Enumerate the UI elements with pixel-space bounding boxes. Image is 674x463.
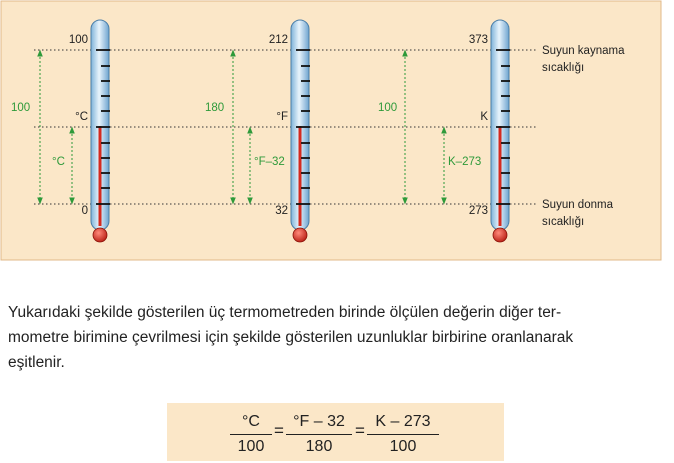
celsius-bottom-value: 0 <box>82 205 88 217</box>
paragraph-line-2: mometre birimine çevrilmesi için şekilde… <box>8 329 574 346</box>
equals-sign-2: = <box>355 421 365 440</box>
fraction-celsius-denominator: 100 <box>230 434 272 456</box>
kelvin-partial-label: K–273 <box>448 156 481 168</box>
paragraph-line-3: eşitlenir. <box>8 354 65 371</box>
fahrenheit-bottom-value: 32 <box>275 205 288 217</box>
celsius-span-label: 100 <box>11 102 30 114</box>
fahrenheit-partial-label: °F–32 <box>254 156 285 168</box>
freezing-label-line2: sıcaklığı <box>542 216 584 228</box>
celsius-top-value: 100 <box>69 34 88 46</box>
fraction-kelvin: K – 273 100 <box>367 403 439 456</box>
kelvin-bottom-value: 273 <box>469 205 488 217</box>
kelvin-thermometer <box>490 19 510 243</box>
boiling-label-line2: sıcaklığı <box>542 62 584 74</box>
explanation-paragraph: Yukarıdaki şekilde gösterilen üç termome… <box>8 300 668 375</box>
celsius-partial-label: °C <box>52 156 65 168</box>
equals-sign-1: = <box>274 421 284 440</box>
fahrenheit-unit: °F <box>276 111 288 123</box>
fahrenheit-thermometer <box>290 19 310 243</box>
fraction-celsius-numerator: °C <box>242 413 260 430</box>
fahrenheit-span-label: 180 <box>205 102 224 114</box>
kelvin-unit: K <box>480 111 488 123</box>
celsius-unit: °C <box>75 111 88 123</box>
fahrenheit-top-value: 212 <box>269 34 288 46</box>
fraction-kelvin-denominator: 100 <box>367 434 439 456</box>
fraction-kelvin-numerator: K – 273 <box>375 413 431 430</box>
fraction-fahrenheit-denominator: 180 <box>286 434 352 456</box>
kelvin-top-value: 373 <box>469 34 488 46</box>
freezing-label-line1: Suyun donma <box>542 199 614 211</box>
fraction-fahrenheit-numerator: °F – 32 <box>293 413 345 430</box>
boiling-label-line1: Suyun kaynama <box>542 45 625 57</box>
kelvin-span-label: 100 <box>378 102 397 114</box>
paragraph-line-1: Yukarıdaki şekilde gösterilen üç termome… <box>8 304 562 321</box>
fraction-fahrenheit: °F – 32 180 <box>286 403 352 456</box>
fraction-celsius: °C 100 <box>230 403 272 456</box>
formula-box: °C 100 = °F – 32 180 = K – 273 100 <box>167 403 504 461</box>
figure-background <box>0 0 662 261</box>
celsius-thermometer <box>90 19 110 243</box>
thermometer-diagram: 100 °C 0 100 °C 212 °F 32 180 °F–32 <box>0 0 662 261</box>
